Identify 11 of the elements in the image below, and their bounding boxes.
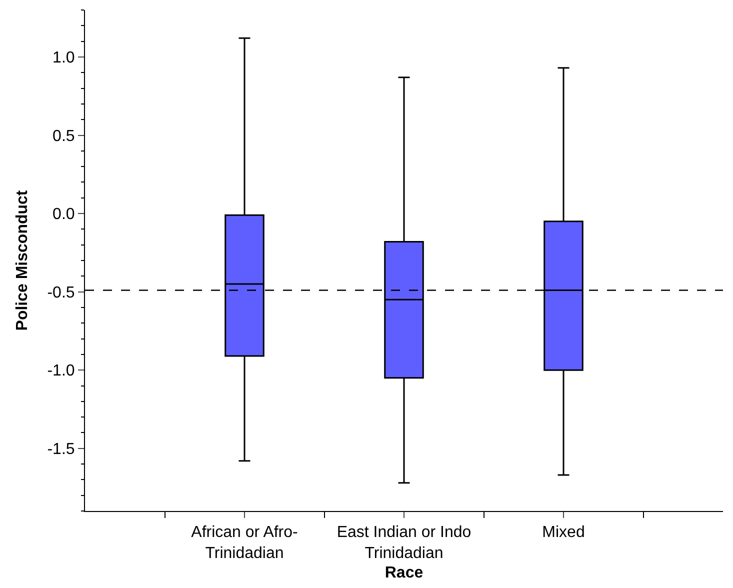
x-tick-label: East Indian or Indo Trinidadian [336,524,472,562]
x-tick-label: African or Afro- Trinidadian [191,524,298,562]
y-tick-label: -1.5 [47,440,75,458]
x-tick-label: Mixed [542,524,585,542]
y-tick-label: -0.5 [47,284,75,302]
y-axis-title: Police Misconduct [14,190,32,331]
y-tick-label: 0.0 [52,206,75,224]
y-tick-label: -1.0 [47,362,75,380]
y-tick-label: 1.0 [52,50,75,67]
x-axis-title: Race [384,564,424,582]
y-tick-label: 0.5 [52,128,75,145]
